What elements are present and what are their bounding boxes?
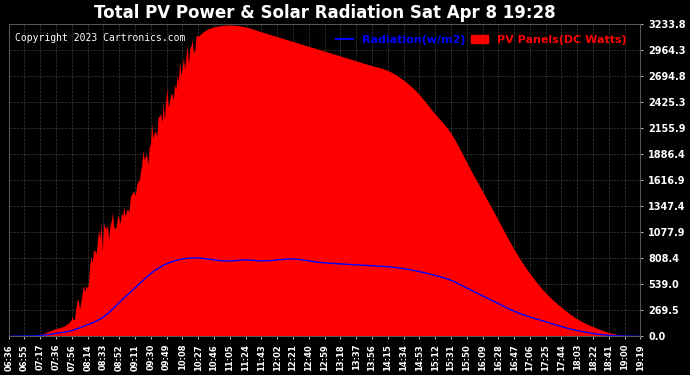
Text: Copyright 2023 Cartronics.com: Copyright 2023 Cartronics.com [15, 33, 186, 43]
Legend: Radiation(w/m2), PV Panels(DC Watts): Radiation(w/m2), PV Panels(DC Watts) [334, 32, 629, 47]
Title: Total PV Power & Solar Radiation Sat Apr 8 19:28: Total PV Power & Solar Radiation Sat Apr… [94, 4, 555, 22]
